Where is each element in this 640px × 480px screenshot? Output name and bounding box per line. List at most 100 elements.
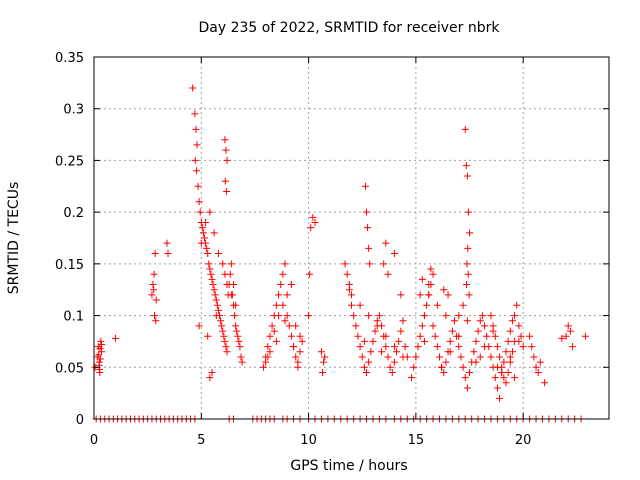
data-point	[384, 353, 392, 361]
data-point	[581, 332, 589, 340]
data-point	[462, 162, 470, 170]
data-point	[96, 355, 104, 363]
data-point	[433, 301, 441, 309]
y-axis-ticks: 0 0.05 0.1 0.15 0.2 0.25 0.3 0.35	[55, 51, 609, 428]
data-point	[234, 332, 242, 340]
data-point	[504, 337, 512, 345]
data-point	[202, 218, 210, 226]
data-point	[98, 341, 106, 349]
data-point	[354, 332, 362, 340]
data-point	[210, 286, 218, 294]
x-tick-label: 0	[90, 433, 98, 448]
data-point	[408, 374, 416, 382]
data-point	[206, 265, 214, 273]
y-tick-label: 0.35	[55, 51, 84, 66]
data-point	[500, 374, 508, 382]
data-point	[287, 281, 295, 289]
data-point	[221, 337, 229, 345]
data-point	[386, 363, 394, 371]
data-point	[309, 213, 317, 221]
data-point	[352, 322, 360, 330]
data-point	[365, 312, 373, 320]
data-point	[562, 332, 570, 340]
y-tick-label: 0.05	[55, 361, 84, 376]
data-point	[461, 125, 469, 133]
x-axis-label: GPS time / hours	[290, 458, 407, 474]
data-point	[194, 182, 202, 190]
data-point	[395, 337, 403, 345]
data-point	[223, 156, 231, 164]
data-point	[341, 260, 349, 268]
data-point	[283, 312, 291, 320]
data-point	[496, 394, 504, 402]
data-point	[298, 337, 306, 345]
data-point	[382, 332, 390, 340]
data-point	[363, 368, 371, 376]
data-point	[296, 348, 304, 356]
data-point	[148, 291, 156, 299]
data-point	[481, 343, 489, 351]
data-point	[500, 358, 508, 366]
data-point	[236, 343, 244, 351]
data-point	[504, 368, 512, 376]
data-point	[464, 208, 472, 216]
data-point	[566, 327, 574, 335]
data-point	[196, 208, 204, 216]
data-point	[268, 322, 276, 330]
data-point	[502, 379, 510, 387]
data-point	[459, 363, 467, 371]
data-point	[211, 291, 219, 299]
data-point	[431, 332, 439, 340]
data-point	[281, 317, 289, 325]
data-point	[214, 306, 222, 314]
data-point	[388, 368, 396, 376]
data-point	[232, 301, 240, 309]
data-point	[198, 224, 206, 232]
data-point	[532, 363, 540, 371]
data-point	[435, 353, 443, 361]
data-point	[506, 327, 514, 335]
data-point	[455, 343, 463, 351]
data-point	[506, 358, 514, 366]
data-point	[457, 353, 465, 361]
data-point	[205, 260, 213, 268]
data-point	[466, 368, 474, 376]
data-point	[371, 327, 379, 335]
data-point	[493, 343, 501, 351]
data-point	[380, 260, 388, 268]
data-point	[493, 384, 501, 392]
data-point	[95, 351, 103, 359]
data-point	[321, 353, 329, 361]
data-point	[292, 322, 300, 330]
data-point	[260, 363, 268, 371]
data-point	[418, 322, 426, 330]
data-point	[287, 332, 295, 340]
y-tick-label: 0.25	[55, 154, 84, 169]
data-point	[219, 260, 227, 268]
data-point	[285, 322, 293, 330]
data-point	[360, 337, 368, 345]
data-point	[418, 275, 426, 283]
data-point	[463, 260, 471, 268]
data-point	[491, 374, 499, 382]
data-point	[356, 301, 364, 309]
data-point	[429, 270, 437, 278]
data-point	[305, 312, 313, 320]
data-point	[569, 343, 577, 351]
data-point	[463, 317, 471, 325]
data-point	[191, 156, 199, 164]
data-point	[511, 337, 519, 345]
data-point	[390, 250, 398, 258]
data-point	[382, 343, 390, 351]
data-point	[397, 327, 405, 335]
data-point	[208, 275, 216, 283]
data-point	[459, 301, 467, 309]
data-point	[227, 291, 235, 299]
data-point	[513, 301, 521, 309]
y-axis-label: SRMTID / TECUs	[6, 182, 22, 295]
data-point	[429, 322, 437, 330]
data-point	[530, 353, 538, 361]
data-point	[463, 281, 471, 289]
data-point	[189, 84, 197, 92]
data-point	[206, 374, 214, 382]
